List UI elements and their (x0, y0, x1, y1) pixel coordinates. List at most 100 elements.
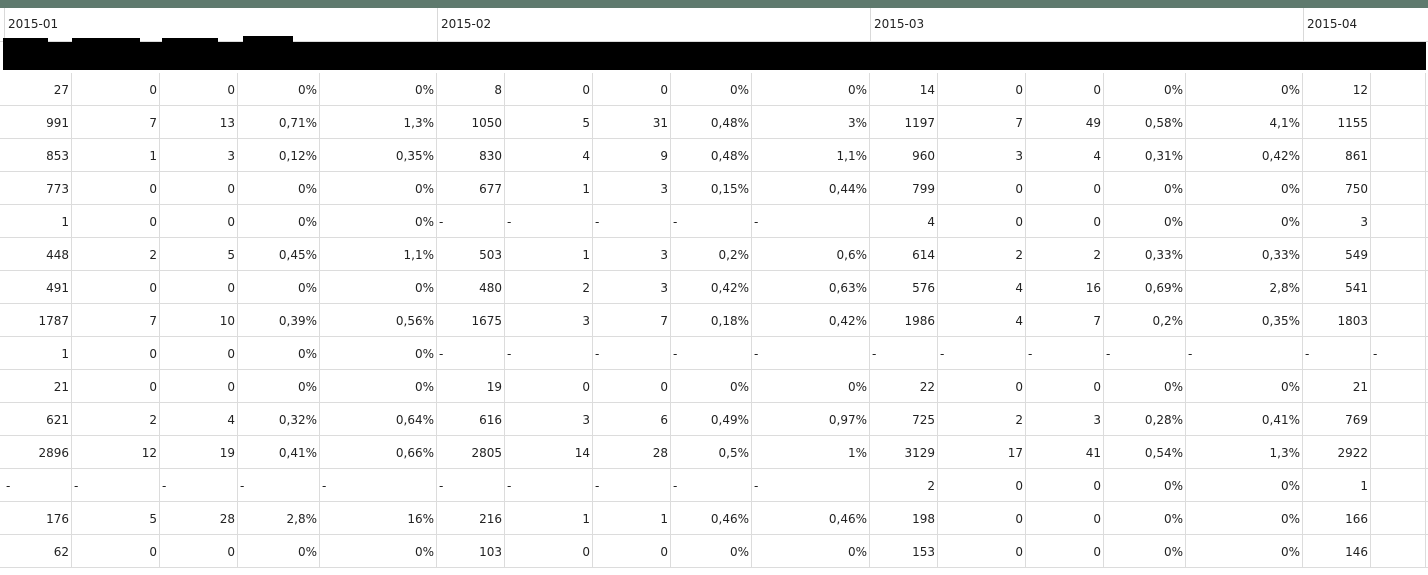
table-cell[interactable] (1371, 139, 1426, 171)
table-cell[interactable]: - (238, 469, 320, 501)
table-cell[interactable]: 621 (4, 403, 72, 435)
table-cell[interactable]: - (505, 205, 593, 237)
table-cell[interactable]: 1 (593, 502, 671, 534)
table-cell[interactable]: - (593, 337, 671, 369)
table-cell[interactable]: 0,35% (320, 139, 437, 171)
table-cell[interactable]: 769 (1303, 403, 1371, 435)
table-cell[interactable]: 3% (752, 106, 870, 138)
table-cell[interactable]: 4 (870, 205, 938, 237)
table-cell[interactable]: 0% (238, 73, 320, 105)
table-cell[interactable]: - (870, 337, 938, 369)
table-cell[interactable]: 0% (1186, 469, 1303, 501)
table-cell[interactable]: 2,8% (238, 502, 320, 534)
table-cell[interactable]: - (593, 469, 671, 501)
table-cell[interactable]: 3 (593, 271, 671, 303)
table-cell[interactable]: 0% (320, 337, 437, 369)
table-cell[interactable]: 3 (593, 172, 671, 204)
table-cell[interactable] (1371, 436, 1426, 468)
table-cell[interactable]: 0,46% (752, 502, 870, 534)
table-cell[interactable]: 0% (1186, 502, 1303, 534)
table-cell[interactable]: 0 (1026, 535, 1104, 567)
table-cell[interactable]: 4 (505, 139, 593, 171)
table-cell[interactable]: 541 (1303, 271, 1371, 303)
table-cell[interactable]: 1803 (1303, 304, 1371, 336)
table-cell[interactable]: 4 (938, 271, 1026, 303)
table-cell[interactable]: 0 (1026, 172, 1104, 204)
table-cell[interactable]: - (1303, 337, 1371, 369)
table-cell[interactable]: 9 (593, 139, 671, 171)
table-cell[interactable]: 0 (593, 73, 671, 105)
table-cell[interactable]: 2 (72, 238, 160, 270)
table-cell[interactable]: 4 (1026, 139, 1104, 171)
table-cell[interactable]: 2 (938, 403, 1026, 435)
month-header-cell[interactable]: 2015-02 (437, 8, 870, 41)
table-cell[interactable]: 1 (1303, 469, 1371, 501)
table-cell[interactable]: 19 (160, 436, 238, 468)
table-cell[interactable] (1371, 205, 1426, 237)
table-cell[interactable]: 0% (1104, 370, 1186, 402)
table-cell[interactable]: 153 (870, 535, 938, 567)
table-cell[interactable]: 31 (593, 106, 671, 138)
table-cell[interactable]: 103 (437, 535, 505, 567)
month-header-cell[interactable]: 2015-01 (4, 8, 437, 41)
table-cell[interactable]: 616 (437, 403, 505, 435)
table-cell[interactable]: 0 (1026, 502, 1104, 534)
table-cell[interactable]: 3129 (870, 436, 938, 468)
table-cell[interactable]: 3 (505, 403, 593, 435)
table-cell[interactable]: 0,33% (1104, 238, 1186, 270)
table-cell[interactable]: 1050 (437, 106, 505, 138)
table-cell[interactable]: 14 (870, 73, 938, 105)
table-cell[interactable]: 0,54% (1104, 436, 1186, 468)
table-cell[interactable]: 62 (4, 535, 72, 567)
table-cell[interactable] (1371, 238, 1426, 270)
table-cell[interactable] (1371, 535, 1426, 567)
table-cell[interactable]: 0 (160, 205, 238, 237)
table-cell[interactable]: 1675 (437, 304, 505, 336)
table-cell[interactable]: - (593, 205, 671, 237)
table-cell[interactable]: 0,64% (320, 403, 437, 435)
table-cell[interactable]: 448 (4, 238, 72, 270)
table-cell[interactable]: 0,33% (1186, 238, 1303, 270)
table-cell[interactable]: 799 (870, 172, 938, 204)
table-cell[interactable]: 0% (238, 205, 320, 237)
table-cell[interactable]: 0% (1104, 205, 1186, 237)
table-cell[interactable]: 773 (4, 172, 72, 204)
table-cell[interactable]: 0,46% (671, 502, 752, 534)
table-cell[interactable]: 0 (938, 172, 1026, 204)
table-cell[interactable]: 0 (938, 502, 1026, 534)
table-cell[interactable]: 0,42% (671, 271, 752, 303)
table-cell[interactable]: 2805 (437, 436, 505, 468)
table-cell[interactable]: 1 (505, 502, 593, 534)
table-cell[interactable]: 0,69% (1104, 271, 1186, 303)
table-cell[interactable]: 0,49% (671, 403, 752, 435)
table-cell[interactable]: 0% (1186, 535, 1303, 567)
table-cell[interactable]: 13 (160, 106, 238, 138)
table-cell[interactable]: 0% (752, 535, 870, 567)
table-cell[interactable]: 0,41% (1186, 403, 1303, 435)
table-cell[interactable]: 0,31% (1104, 139, 1186, 171)
table-cell[interactable]: 0,32% (238, 403, 320, 435)
table-cell[interactable]: 0 (1026, 370, 1104, 402)
table-cell[interactable]: 2 (938, 238, 1026, 270)
table-cell[interactable]: 0 (505, 535, 593, 567)
table-cell[interactable]: 491 (4, 271, 72, 303)
table-cell[interactable]: 991 (4, 106, 72, 138)
table-cell[interactable]: 0,48% (671, 139, 752, 171)
table-cell[interactable]: 0 (1026, 205, 1104, 237)
table-cell[interactable]: 0 (938, 205, 1026, 237)
table-cell[interactable]: 0,15% (671, 172, 752, 204)
table-cell[interactable]: 0,5% (671, 436, 752, 468)
table-cell[interactable]: 830 (437, 139, 505, 171)
table-cell[interactable]: 0,44% (752, 172, 870, 204)
table-cell[interactable]: - (72, 469, 160, 501)
table-cell[interactable]: 0,39% (238, 304, 320, 336)
table-cell[interactable]: 0,28% (1104, 403, 1186, 435)
table-cell[interactable]: 750 (1303, 172, 1371, 204)
table-cell[interactable]: - (671, 337, 752, 369)
table-cell[interactable]: 8 (437, 73, 505, 105)
table-cell[interactable]: 27 (4, 73, 72, 105)
table-cell[interactable]: 0 (1026, 73, 1104, 105)
table-cell[interactable]: 0 (160, 337, 238, 369)
table-cell[interactable]: 1 (72, 139, 160, 171)
table-cell[interactable]: - (505, 469, 593, 501)
